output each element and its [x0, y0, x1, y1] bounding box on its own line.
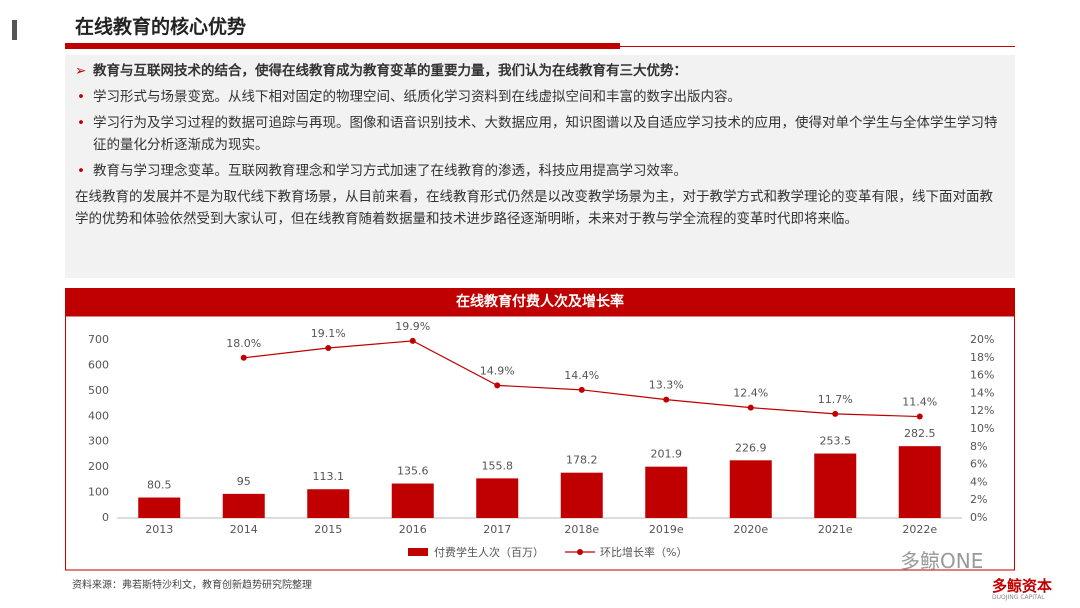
- x-tick-label: 2022e: [902, 523, 937, 536]
- growth-marker: [325, 345, 332, 352]
- growth-label: 12.4%: [733, 387, 768, 400]
- growth-label: 11.4%: [902, 396, 937, 409]
- y2-tick-label: 6%: [970, 458, 987, 471]
- bar-label: 80.5: [147, 479, 172, 492]
- chart-frame: [65, 315, 1015, 571]
- y-tick-label: 0: [102, 511, 109, 524]
- y2-tick-label: 0%: [970, 511, 987, 524]
- bar-label: 95: [237, 475, 251, 488]
- source: 资料来源：弗若斯特沙利文，教育创新趋势研究院整理: [72, 580, 312, 591]
- title-bar: [65, 43, 620, 49]
- x-tick-label: 2015: [314, 523, 342, 536]
- x-tick-label: 2017: [483, 523, 511, 536]
- bar: [898, 446, 941, 518]
- growth-label: 18.0%: [226, 337, 261, 350]
- x-tick-label: 2013: [145, 523, 173, 536]
- x-tick-label: 2021e: [818, 523, 853, 536]
- bar: [729, 460, 772, 518]
- growth-label: 14.4%: [564, 369, 599, 382]
- bar: [307, 489, 350, 518]
- title-rule: [620, 46, 1015, 47]
- bar: [391, 483, 434, 518]
- legend-label: 环比增长率（%）: [600, 545, 687, 559]
- y-tick-label: 300: [88, 435, 109, 448]
- y2-tick-label: 18%: [970, 351, 994, 364]
- logo-sub: DUOJING CAPITAL: [992, 594, 1045, 601]
- intro: 教育与互联网技术的结合，使得在线教育成为教育变革的重要力量，我们认为在线教育有三…: [75, 60, 1005, 82]
- y2-tick-label: 10%: [970, 422, 994, 435]
- growth-label: 11.7%: [818, 393, 853, 406]
- y2-tick-label: 20%: [970, 333, 994, 346]
- y-tick-label: 200: [88, 460, 109, 473]
- y2-tick-label: 14%: [970, 386, 994, 399]
- bullet: 学习形式与场景变宽。从线下相对固定的物理空间、纸质化学习资料到在线虚拟空间和丰富…: [75, 86, 1005, 108]
- bar: [138, 497, 181, 518]
- logo: 多鲸资本: [992, 577, 1053, 595]
- bar-label: 155.8: [482, 459, 514, 472]
- marker: [12, 20, 17, 40]
- bar-label: 113.1: [313, 470, 345, 483]
- title: 在线教育的核心优势: [75, 16, 247, 38]
- y2-tick-label: 4%: [970, 475, 987, 488]
- bar-label: 253.5: [820, 435, 852, 448]
- y2-tick-label: 8%: [970, 440, 987, 453]
- watermark: 多鲸ONE: [900, 549, 984, 573]
- bar-label: 282.5: [904, 427, 936, 440]
- bar-label: 178.2: [566, 454, 598, 467]
- y-tick-label: 600: [88, 358, 109, 371]
- x-tick-label: 2016: [399, 523, 427, 536]
- bar-label: 201.9: [651, 448, 683, 461]
- growth-marker: [240, 354, 247, 361]
- bar-label: 226.9: [735, 441, 767, 454]
- bullet: 学习行为及学习过程的数据可追踪与再现。图像和语音识别技术、大数据应用，知识图谱以…: [75, 112, 1005, 156]
- y-tick-label: 700: [88, 333, 109, 346]
- bullet: 教育与学习理念变革。互联网教育理念和学习方式加速了在线教育的渗透，科技应用提高学…: [75, 160, 1005, 182]
- y-tick-label: 100: [88, 486, 109, 499]
- y2-tick-label: 2%: [970, 493, 987, 506]
- growth-label: 13.3%: [649, 379, 684, 392]
- text-box: 教育与互联网技术的结合，使得在线教育成为教育变革的重要力量，我们认为在线教育有三…: [65, 55, 1015, 278]
- growth-marker: [916, 413, 923, 420]
- y2-tick-label: 16%: [970, 369, 994, 382]
- x-tick-label: 2019e: [649, 523, 684, 536]
- legend-swatch: [408, 548, 428, 556]
- growth-marker: [663, 396, 670, 403]
- legend-label: 付费学生人次（百万）: [434, 545, 544, 559]
- bar: [222, 493, 265, 518]
- x-tick-label: 2014: [230, 523, 258, 536]
- legend-marker: [577, 549, 583, 555]
- paragraph: 在线教育的发展并不是为取代线下教育场景，从目前来看，在线教育形式仍然是以改变教学…: [75, 189, 993, 227]
- growth-marker: [832, 410, 839, 417]
- y-tick-label: 400: [88, 409, 109, 422]
- growth-marker: [578, 386, 585, 393]
- growth-marker: [747, 404, 754, 411]
- chart-title: 在线教育付费人次及增长率: [65, 288, 1015, 316]
- bar: [814, 453, 857, 518]
- growth-marker: [409, 337, 416, 344]
- growth-label: 19.1%: [311, 327, 346, 340]
- y2-tick-label: 12%: [970, 404, 994, 417]
- bar: [476, 478, 519, 518]
- y-tick-label: 500: [88, 384, 109, 397]
- x-tick-label: 2020e: [733, 523, 768, 536]
- x-tick-label: 2018e: [564, 523, 599, 536]
- bar-label: 135.6: [397, 465, 429, 478]
- growth-marker: [494, 382, 501, 389]
- bar: [560, 472, 603, 518]
- growth-label: 14.9%: [480, 364, 515, 377]
- growth-label: 19.9%: [395, 320, 430, 333]
- bar: [645, 466, 688, 518]
